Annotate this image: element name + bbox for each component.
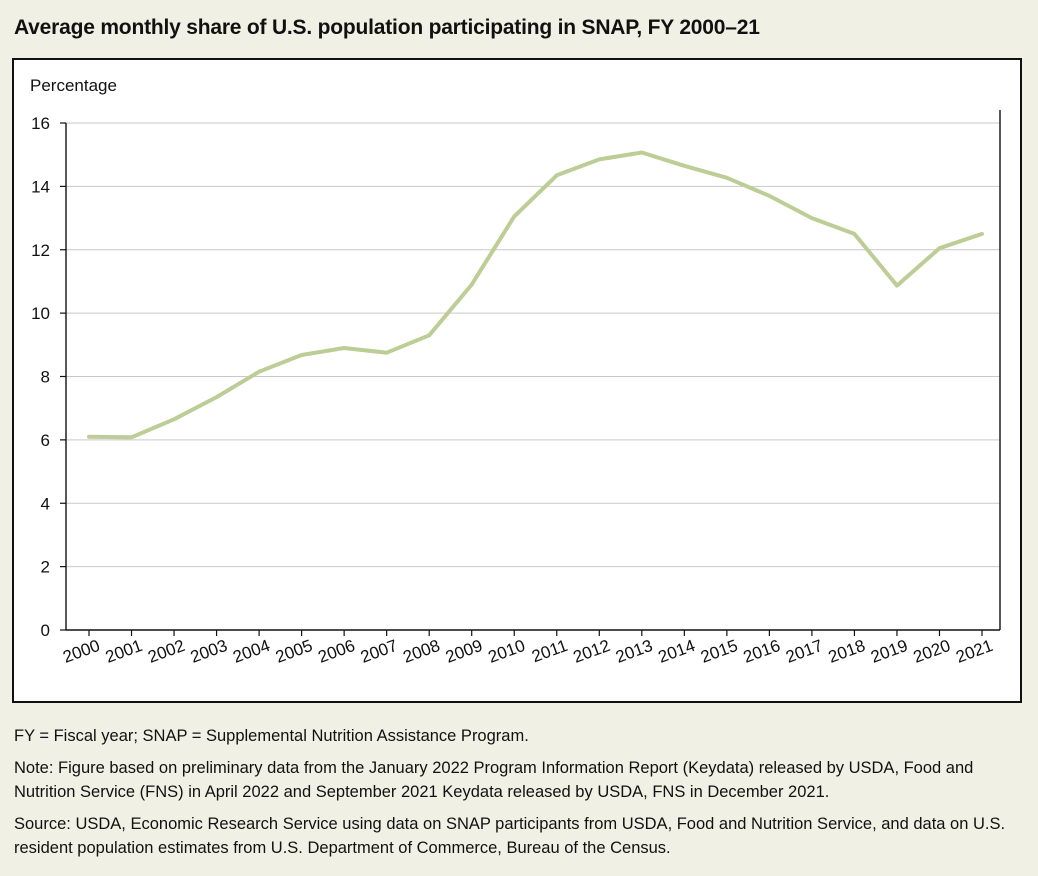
data-note: Note: Figure based on preliminary data f… [14,759,974,801]
y-tick-label: 16 [31,114,50,133]
data-point-2005 [300,353,304,357]
x-tick-label: 2003 [188,636,230,667]
x-tick-label: 2006 [315,636,357,667]
y-tick-label: 2 [41,558,50,577]
x-tick-label: 2009 [443,636,485,667]
x-tick-label: 2004 [230,636,272,667]
definitions-note: FY = Fiscal year; SNAP = Supplemental Nu… [14,727,529,745]
chart-title: Average monthly share of U.S. population… [14,16,760,39]
x-tick-label: 2019 [868,636,910,667]
chart-frame: 0 2 4 6 8 10 12 14 16 Percentage 2000 2001 2002 2003 2… [12,58,1022,703]
data-point-2004 [257,370,261,374]
x-tick-label: 2001 [103,636,145,667]
data-point-2018 [852,232,856,236]
x-tick-label: 2017 [783,636,825,667]
data-point-2003 [215,395,219,399]
x-tick-label: 2007 [358,636,400,667]
x-tick-label: 2020 [911,636,953,667]
data-point-2016 [767,194,771,198]
data-point-2010 [512,214,516,218]
x-tick-label: 2016 [741,636,783,667]
axes [60,110,1001,636]
data-point-2021 [980,232,984,236]
data-point-2009 [470,283,474,287]
data-point-2007 [385,351,389,355]
gridlines [66,122,1000,568]
x-tick-label: 2014 [656,636,698,667]
data-point-2017 [810,216,814,220]
x-tick-label: 2011 [529,636,570,666]
data-point-2002 [172,417,176,421]
x-tick-label: 2021 [953,636,995,667]
x-tick-label: 2008 [401,636,443,667]
data-point-2011 [555,173,559,177]
data-point-2000 [87,435,91,439]
y-tick-label: 6 [41,431,50,450]
data-point-2001 [130,435,134,439]
data-point-2013 [640,150,644,154]
x-tick-label: 2000 [60,636,102,667]
data-point-2019 [895,284,899,288]
y-tick-label: 4 [41,494,50,513]
x-tick-label: 2015 [698,636,740,667]
footnotes: FY = Fiscal year; SNAP = Supplemental Nu… [14,724,1026,868]
data-point-2008 [427,333,431,337]
x-tick-label: 2013 [613,636,655,667]
series-line-0 [87,150,984,440]
x-tick-label: 2010 [486,636,528,667]
series [87,150,984,440]
data-point-2015 [725,176,729,180]
data-point-2020 [937,246,941,250]
x-tick-label: 2012 [571,636,613,667]
y-tick-label: 8 [41,368,50,387]
y-axis-label: Percentage [30,76,117,95]
source-note: Source: USDA, Economic Research Service … [14,815,1006,857]
data-point-2014 [682,164,686,168]
data-point-2012 [597,157,601,161]
y-tick-label: 12 [31,241,50,260]
data-point-2006 [342,346,346,350]
y-tick-label: 10 [31,304,50,323]
x-tick-label: 2005 [273,636,315,667]
x-tick-label: 2018 [826,636,868,667]
x-tick-label: 2002 [145,636,187,667]
y-tick-label: 0 [41,621,50,640]
y-tick-label: 14 [31,177,50,196]
